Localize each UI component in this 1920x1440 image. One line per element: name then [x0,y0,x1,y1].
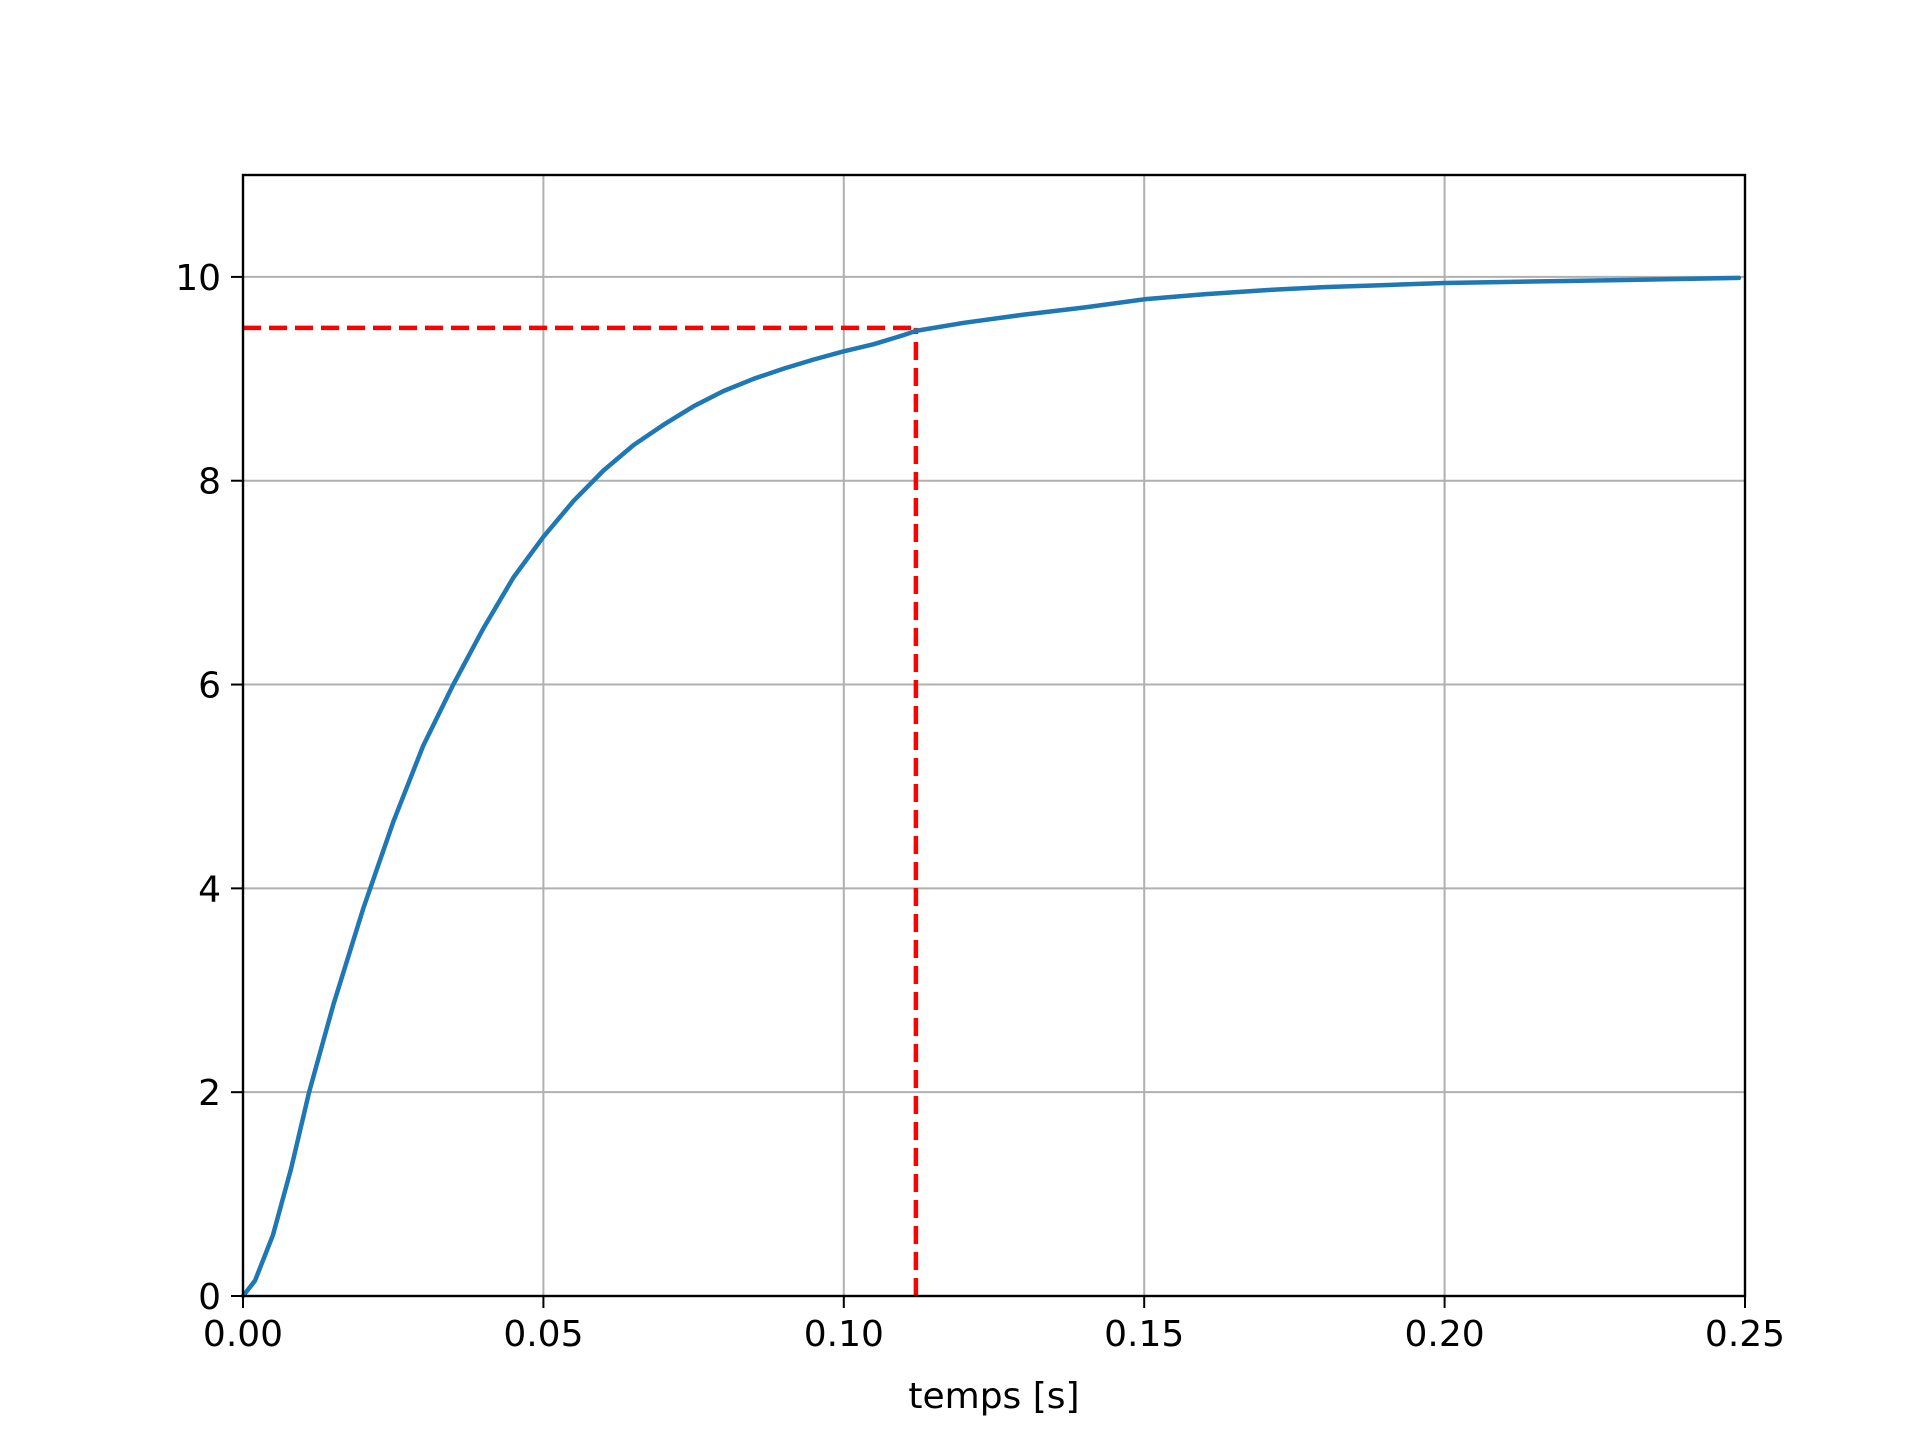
y-axis: 0 2 4 6 8 10 [175,258,243,1318]
reference-lines [243,325,919,1296]
x-tick-label: 0.00 [203,1314,283,1355]
x-axis: 0.00 0.05 0.10 0.15 0.20 0.25 [203,1296,1785,1355]
y-tick-label: 2 [198,1073,221,1114]
x-tick-label: 0.05 [503,1314,583,1355]
plot-frame [241,173,1747,1298]
x-tick-label: 0.20 [1405,1314,1485,1355]
x-tick-label: 0.15 [1104,1314,1184,1355]
y-tick-label: 6 [198,666,221,707]
y-tick-label: 4 [198,869,221,910]
x-tick-label: 0.10 [804,1314,884,1355]
series-line [240,275,1742,1299]
series-layer [240,275,1742,1299]
y-tick-label: 10 [175,258,221,299]
x-axis-label: temps [s] [908,1376,1079,1417]
x-tick-label: 0.25 [1705,1314,1785,1355]
y-tick-label: 0 [198,1277,221,1318]
y-tick-label: 8 [198,462,221,503]
